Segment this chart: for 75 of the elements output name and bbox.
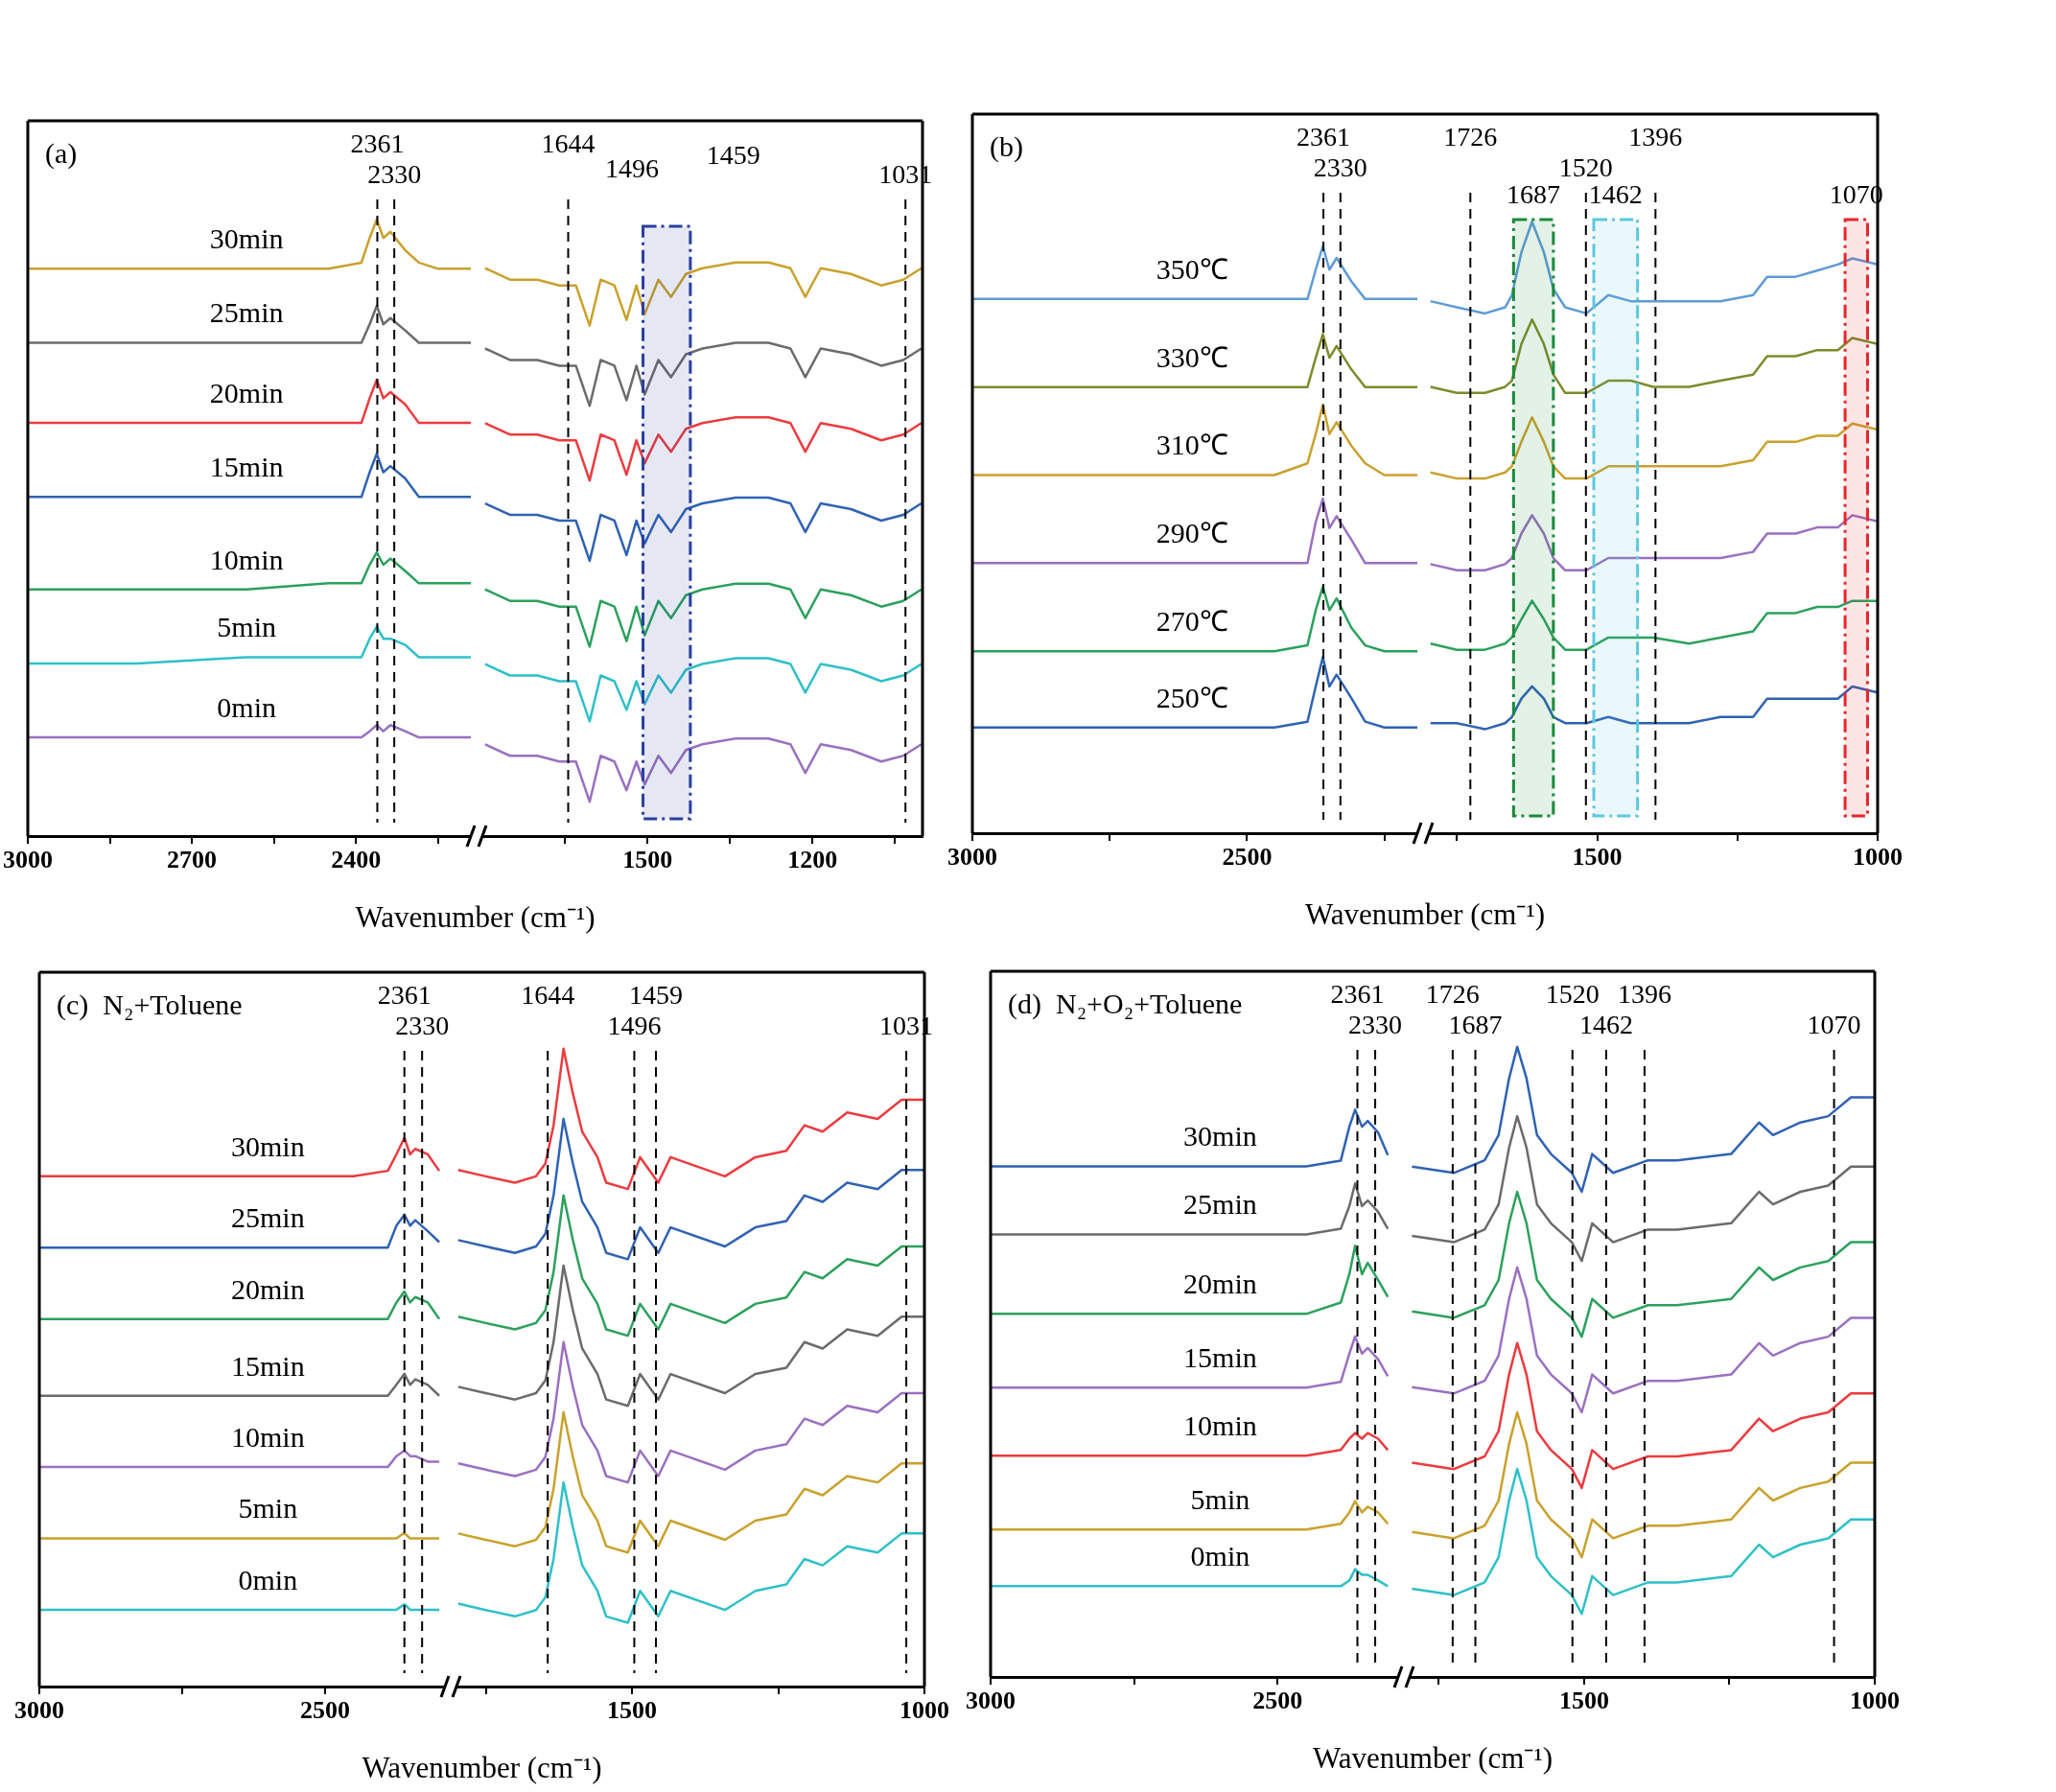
ref-line-label: 1462 xyxy=(1578,1010,1633,1040)
x-tick-label: 2500 xyxy=(299,1696,350,1725)
series-label: 0min xyxy=(238,1563,298,1595)
series-label: 20min xyxy=(209,377,284,408)
x-tick-label: 3000 xyxy=(3,846,53,874)
band-label: 1687 xyxy=(1507,179,1561,210)
ref-line-label: 2361 xyxy=(350,128,405,159)
ref-line-label: 2330 xyxy=(1313,152,1367,183)
series-label: 20min xyxy=(1183,1268,1257,1300)
text: 1496 xyxy=(605,153,660,184)
series-label: 15min xyxy=(230,1349,305,1382)
series-label: 15min xyxy=(1183,1341,1257,1374)
series-label: 5min xyxy=(217,611,276,643)
series-label: 0min xyxy=(1190,1540,1250,1572)
series-label: 10min xyxy=(209,543,284,575)
x-tick-label: 1000 xyxy=(1850,1687,1900,1715)
ref-line-label: 1070 xyxy=(1807,1010,1861,1040)
chart-title: (c) N₂+Toluene xyxy=(57,989,243,1021)
x-tick-label: 1200 xyxy=(787,846,838,874)
chart-title: (b) xyxy=(990,130,1023,163)
x-tick-label: 2700 xyxy=(167,846,218,874)
series-label: 0min xyxy=(217,690,276,723)
series-label: 15min xyxy=(209,451,284,483)
x-axis-title: Wavenumber (cm⁻¹) xyxy=(361,1750,603,1786)
ref-line-label: 2361 xyxy=(1297,122,1351,152)
series-label: 25min xyxy=(209,296,284,329)
x-axis-title: Wavenumber (cm⁻¹) xyxy=(354,899,596,936)
series-label: 5min xyxy=(238,1492,298,1524)
x-tick-label: 3000 xyxy=(966,1687,1016,1715)
series-label: 310℃ xyxy=(1156,429,1228,461)
ref-line-label: 1396 xyxy=(1628,122,1683,152)
ref-line-label: 1396 xyxy=(1617,979,1671,1010)
series-label: 250℃ xyxy=(1156,681,1228,713)
series-label: 270℃ xyxy=(1156,605,1228,638)
x-tick-label: 1000 xyxy=(900,1696,949,1725)
x-axis-title: Wavenumber (cm⁻¹) xyxy=(1303,896,1547,933)
x-tick-label: 2400 xyxy=(331,846,382,874)
ref-line-label: 1726 xyxy=(1443,122,1498,152)
ref-line-label: 2330 xyxy=(1348,1010,1403,1040)
series-label: 10min xyxy=(1183,1409,1257,1442)
chart-title: (a) xyxy=(45,137,78,170)
x-axis-title: Wavenumber (cm⁻¹) xyxy=(1311,1740,1554,1777)
series-label: 10min xyxy=(230,1421,305,1453)
ref-line-label: 1644 xyxy=(541,128,596,159)
series-label: 30min xyxy=(1183,1120,1257,1152)
series-label: 20min xyxy=(230,1272,305,1305)
x-tick-label: 1000 xyxy=(1853,843,1903,872)
chart-title: (d) N₂+O₂+Toluene xyxy=(1008,988,1243,1020)
x-tick-label: 1500 xyxy=(622,846,673,874)
ref-line-label: 1687 xyxy=(1448,1010,1503,1040)
series-label: 30min xyxy=(209,222,284,255)
ref-line-label: 1459 xyxy=(629,980,684,1011)
series-label: 290℃ xyxy=(1156,517,1228,549)
x-tick-label: 2500 xyxy=(1252,1687,1303,1715)
ref-line-label: 1644 xyxy=(521,980,575,1011)
x-tick-label: 3000 xyxy=(14,1696,64,1725)
x-tick-label: 2500 xyxy=(1222,843,1273,872)
x-tick-label: 1500 xyxy=(1572,843,1623,872)
ref-line-label: 1496 xyxy=(607,1011,662,1041)
ref-line-label: 2330 xyxy=(367,159,422,190)
ref-line-label: 1520 xyxy=(1545,979,1600,1010)
x-tick-label: 1500 xyxy=(1558,1687,1609,1715)
ref-line-label: 2361 xyxy=(377,980,432,1011)
text: 1459 xyxy=(706,140,760,171)
series-label: 25min xyxy=(230,1201,305,1234)
x-tick-label: 3000 xyxy=(947,843,997,872)
ref-line-label: 2361 xyxy=(1330,979,1385,1010)
ref-line-label: 1726 xyxy=(1425,979,1480,1010)
series-label: 5min xyxy=(1190,1483,1250,1516)
series-label: 330℃ xyxy=(1156,340,1228,373)
ref-line-label: 2330 xyxy=(395,1011,450,1041)
series-label: 25min xyxy=(1183,1188,1257,1221)
series-label: 350℃ xyxy=(1156,252,1228,285)
series-label: 30min xyxy=(230,1129,305,1162)
x-tick-label: 1500 xyxy=(607,1696,657,1725)
